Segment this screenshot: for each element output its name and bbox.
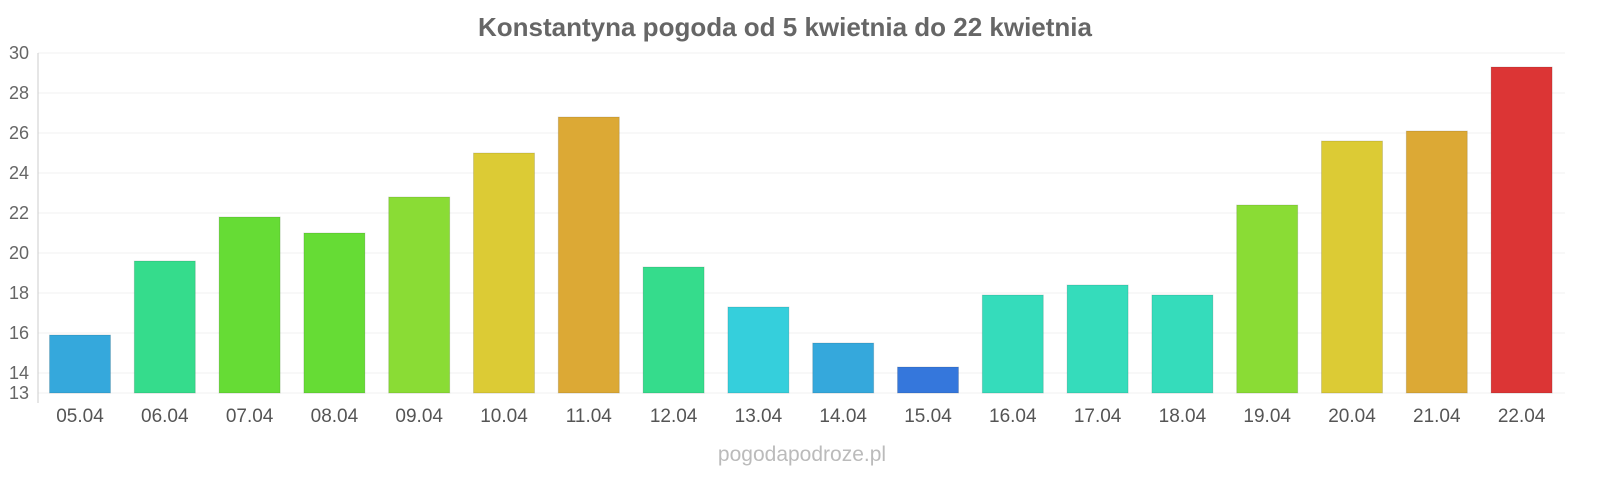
chart-title: Konstantyna pogoda od 5 kwietnia do 22 k… [478, 12, 1093, 42]
bar-10.04 [473, 152, 535, 394]
x-tick-label: 11.04 [566, 406, 613, 427]
y-tick-label: 20 [9, 243, 29, 263]
bar-14.04 [812, 342, 875, 394]
bar-22.04 [1490, 66, 1553, 394]
x-tick-label: 20.04 [1328, 406, 1376, 427]
watermark: pogodapodroze.pl [718, 443, 886, 466]
bar-07.04 [218, 216, 281, 394]
bar-06.04 [133, 260, 196, 394]
y-tick-label: 18 [9, 283, 29, 303]
bar-05.04 [49, 334, 111, 394]
x-tick-label: 09.04 [395, 406, 443, 427]
bar-15.04 [897, 366, 959, 394]
y-tick-label: 22 [9, 203, 29, 223]
bar-21.04 [1405, 130, 1468, 394]
x-tick-label: 13.04 [735, 406, 783, 427]
x-tick-label: 16.04 [989, 406, 1037, 427]
y-tick-label: 24 [9, 163, 29, 183]
x-tick-label: 15.04 [904, 406, 952, 427]
x-tick-label: 18.04 [1159, 406, 1207, 427]
y-tick-label: 16 [9, 323, 29, 343]
bar-19.04 [1236, 204, 1299, 394]
bar-20.04 [1321, 140, 1383, 394]
y-tick-label: 13 [9, 383, 29, 403]
x-tick-label: 22.04 [1498, 406, 1546, 427]
bar-08.04 [303, 232, 366, 394]
x-tick-label: 10.04 [480, 406, 528, 427]
x-tick-label: 05.04 [56, 406, 104, 427]
bar-11.04 [557, 116, 620, 394]
y-tick-label: 30 [9, 43, 29, 63]
bar-18.04 [1151, 294, 1214, 394]
y-tick-label: 14 [9, 363, 29, 383]
x-tick-label: 08.04 [311, 406, 359, 427]
x-tick-label: 12.04 [650, 406, 698, 427]
x-tick-label: 06.04 [141, 406, 189, 427]
x-tick-label: 17.04 [1074, 406, 1122, 427]
x-tick-label: 14.04 [819, 406, 867, 427]
x-tick-label: 21.04 [1413, 406, 1461, 427]
bar-09.04 [388, 196, 451, 394]
bar-13.04 [727, 306, 790, 394]
bar-17.04 [1066, 284, 1129, 394]
x-tick-label: 19.04 [1243, 406, 1291, 427]
y-tick-label: 28 [9, 83, 29, 103]
y-tick-label: 26 [9, 123, 29, 143]
bar-12.04 [642, 266, 705, 394]
bar-16.04 [981, 294, 1044, 394]
x-tick-label: 07.04 [226, 406, 274, 427]
